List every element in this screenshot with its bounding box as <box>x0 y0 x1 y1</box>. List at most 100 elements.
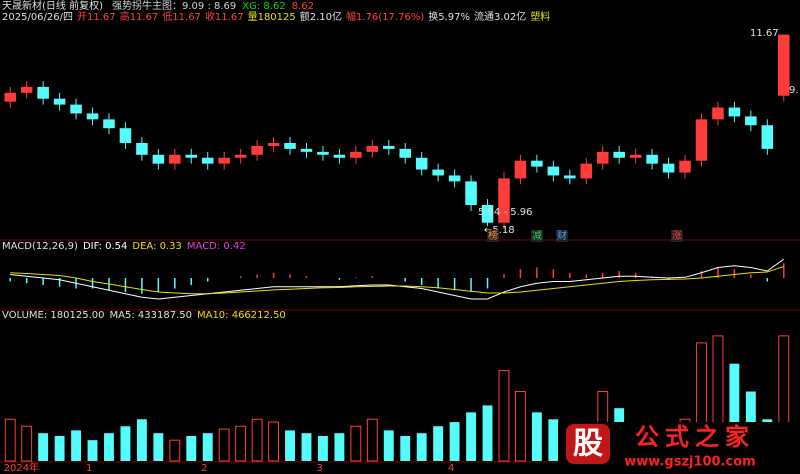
marker-bg <box>487 230 499 242</box>
candle-body <box>629 154 642 158</box>
candle-body <box>498 178 510 223</box>
candle-body <box>300 148 313 152</box>
volume-bar <box>548 419 559 461</box>
volume-bar <box>515 391 526 462</box>
watermark-logo: 股 <box>573 427 603 462</box>
volume-bar <box>350 425 362 462</box>
x-tick-label: 2024年 <box>4 461 39 474</box>
candle-body <box>201 157 214 164</box>
volume-bar <box>466 412 476 461</box>
annotation: 5.94 - 5.96 <box>478 207 533 218</box>
indicator-item: 8.62 <box>292 1 314 12</box>
candle-body <box>152 154 165 164</box>
indicator-item: 强势拐牛主图：9.09 : 8.69 <box>112 0 236 12</box>
indicator-item: XG: 8.62 <box>242 1 285 12</box>
candle-body <box>185 154 198 158</box>
annotation: 减 <box>532 230 542 242</box>
candle-body <box>415 157 428 170</box>
volume-bar <box>729 363 740 461</box>
candle-body <box>728 107 741 117</box>
volume-bar <box>104 433 114 461</box>
candle-body <box>267 142 280 146</box>
candle-body <box>383 145 395 149</box>
volume-bar <box>120 426 131 461</box>
candle-body <box>317 151 329 155</box>
x-tick-label: 4 <box>448 463 454 474</box>
candle-body <box>547 166 560 176</box>
legend-item: MACD: 0.42 <box>187 241 246 252</box>
x-tick-label: 3 <box>316 463 322 474</box>
candle-body <box>350 151 362 158</box>
candle-body <box>695 119 708 161</box>
x-tick-label: 2 <box>201 463 207 474</box>
legend-item: MA5: 433187.50 <box>110 310 192 321</box>
watermark-name: 公式之家 <box>635 423 755 451</box>
candle-body <box>745 116 757 126</box>
header-item: 幅1.76(17.76%) <box>346 10 424 23</box>
candle-body <box>4 92 16 102</box>
panel-legend: VOLUME: 180125.00 MA5: 433187.50 MA10: 466… <box>2 310 286 321</box>
marker-bg <box>556 230 568 242</box>
indicator-line: 强势拐牛主图：9.09 : 8.69 XG: 8.62 8.62 <box>112 0 314 12</box>
volume-bar <box>21 425 33 462</box>
candle-body <box>70 104 82 114</box>
candle-body <box>662 163 675 173</box>
volume-bar <box>87 440 98 461</box>
legend-item: DIF: 0.54 <box>83 241 127 252</box>
candle-body <box>580 163 593 179</box>
candle-body <box>218 157 230 164</box>
candle-body <box>531 160 543 167</box>
volume-bar <box>285 430 295 461</box>
candle-body <box>514 160 527 179</box>
header-item: 塑料 <box>530 10 550 23</box>
volume-bar <box>218 428 230 462</box>
candle-body <box>284 142 296 149</box>
volume-bar <box>334 433 345 461</box>
volume-bar <box>531 412 542 461</box>
watermark-url: www.gszj100.com <box>624 455 755 470</box>
volume-bar <box>54 435 65 461</box>
volume-bar <box>301 433 312 461</box>
volume-bar <box>4 418 16 462</box>
volume-bar <box>153 433 164 461</box>
candle-body <box>37 86 49 99</box>
candle-body <box>679 160 691 173</box>
candle-body <box>448 175 461 182</box>
candle-body <box>20 86 33 93</box>
header-item: 收11.67 <box>205 10 244 23</box>
x-tick-label: 1 <box>86 463 92 474</box>
annotation: 9. <box>789 85 799 96</box>
candle-body <box>119 128 132 143</box>
header-item: 2025/06/26/四 <box>2 12 73 23</box>
candle-body <box>761 125 774 149</box>
header-item: 额2.10亿 <box>300 10 342 23</box>
candle-body <box>399 148 411 158</box>
candle-body <box>53 98 66 105</box>
volume-bar <box>449 422 460 461</box>
candle-body <box>465 181 477 205</box>
candle-body <box>251 145 263 155</box>
annotation: 财 <box>557 229 567 242</box>
candle-body <box>169 154 181 164</box>
watermark-logo-bg <box>566 424 610 464</box>
volume-bar <box>71 430 81 461</box>
panel-title: MACD(12,26,9) <box>2 241 78 252</box>
header-item: 低11.67 <box>162 10 201 23</box>
legend-item: MA10: 466212.50 <box>197 310 286 321</box>
chart-title: 天晟新材(日线 前复权) <box>2 0 103 12</box>
volume-bar <box>400 435 411 461</box>
candle-body <box>366 145 379 152</box>
volume-bar <box>136 419 147 461</box>
candle-body <box>646 154 658 164</box>
annotation: ←5.18 <box>484 225 515 236</box>
macd-line <box>10 265 784 295</box>
header-item: 高11.67 <box>120 10 159 23</box>
volume-bar <box>186 435 197 461</box>
volume-bar <box>498 370 510 462</box>
panel-title: VOLUME: 180125.00 <box>2 310 105 321</box>
candle-body <box>103 119 115 129</box>
candle-body <box>432 169 444 176</box>
annotation: 榜 <box>488 229 498 242</box>
candle-body <box>596 151 609 164</box>
